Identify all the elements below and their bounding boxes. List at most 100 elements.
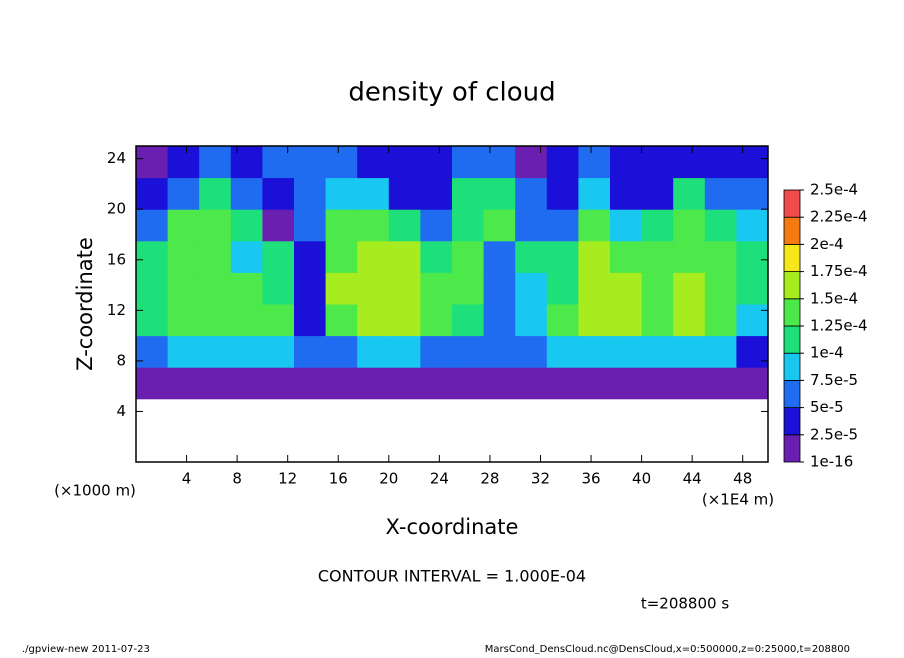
heat-cell [704, 240, 737, 273]
heat-cell [294, 272, 327, 305]
heat-cell [262, 367, 295, 400]
heat-cell [452, 335, 485, 368]
heat-cell [262, 240, 295, 273]
colorbar-label: 2.25e-4 [810, 208, 868, 226]
heat-cell [704, 430, 737, 463]
heat-cell [515, 367, 548, 400]
heat-cell [704, 304, 737, 337]
x-unit: (×1E4 m) [702, 491, 774, 509]
heat-cell [641, 272, 674, 305]
heat-cell [483, 367, 516, 400]
heat-cell [704, 398, 737, 431]
x-tick-label: 8 [232, 470, 242, 488]
heat-cell [736, 146, 769, 179]
heat-cell [578, 146, 611, 179]
heat-cell [230, 177, 263, 210]
heat-cell [515, 146, 548, 179]
heat-cell [167, 398, 200, 431]
heat-cell [388, 177, 421, 210]
heat-cell [641, 304, 674, 337]
heat-cell [515, 335, 548, 368]
heat-cell [199, 177, 232, 210]
y-tick-label: 8 [116, 351, 126, 369]
heat-cell [673, 146, 706, 179]
colorbar-label: 1.5e-4 [810, 289, 858, 307]
heat-cell [199, 367, 232, 400]
heat-cell [262, 335, 295, 368]
colorbar-label: 1e-16 [810, 453, 853, 471]
heat-cell [546, 177, 579, 210]
y-tick-label: 16 [107, 250, 126, 268]
heat-cell [736, 304, 769, 337]
y-tick-label: 24 [107, 149, 126, 167]
heat-cell [136, 335, 169, 368]
y-tick-label: 12 [107, 301, 126, 319]
heat-cell [262, 398, 295, 431]
x-tick-label: 28 [480, 470, 499, 488]
heat-cell [736, 398, 769, 431]
heat-cell [578, 367, 611, 400]
heat-cell [736, 430, 769, 463]
heat-cell [420, 367, 453, 400]
heat-cell [420, 177, 453, 210]
heat-cell [294, 398, 327, 431]
time-note: t=208800 s [641, 595, 729, 613]
heat-cell [262, 304, 295, 337]
heat-cell [167, 430, 200, 463]
heat-cell [641, 209, 674, 242]
heat-cell [452, 304, 485, 337]
colorbar-box [783, 189, 801, 218]
heat-cell [483, 335, 516, 368]
heat-cell [136, 272, 169, 305]
heat-cell [515, 209, 548, 242]
heat-cell [294, 177, 327, 210]
heat-cell [388, 146, 421, 179]
heat-cell [578, 272, 611, 305]
heat-cell [452, 398, 485, 431]
x-tick-label: 4 [182, 470, 192, 488]
heat-cell [167, 146, 200, 179]
colorbar-label: 1.25e-4 [810, 317, 868, 335]
heat-cell [167, 240, 200, 273]
x-tick-label: 40 [632, 470, 651, 488]
heat-cell [641, 430, 674, 463]
heat-cell [515, 304, 548, 337]
colorbar-label: 1e-4 [810, 344, 844, 362]
heat-cell [546, 209, 579, 242]
heat-cell [199, 430, 232, 463]
x-tick-label: 44 [683, 470, 702, 488]
heat-cell [136, 430, 169, 463]
heat-cell [420, 146, 453, 179]
heat-cell [546, 335, 579, 368]
heat-cell [294, 146, 327, 179]
heat-cell [704, 177, 737, 210]
heat-cell [704, 367, 737, 400]
x-tick-label: 36 [581, 470, 600, 488]
x-axis-label: X-coordinate [386, 515, 519, 539]
heat-cell [515, 430, 548, 463]
heat-cell [167, 272, 200, 305]
heat-cell [736, 177, 769, 210]
chart-title: density of cloud [348, 78, 555, 108]
heat-cell [230, 146, 263, 179]
heat-cell [515, 272, 548, 305]
heat-cell [578, 177, 611, 210]
heat-cell [452, 272, 485, 305]
heat-cell [357, 272, 390, 305]
colorbar-label: 5e-5 [810, 398, 844, 416]
heat-cell [294, 430, 327, 463]
colorbar-box [783, 298, 801, 327]
heat-cell [230, 335, 263, 368]
heat-cell [420, 272, 453, 305]
heat-cell [420, 430, 453, 463]
heat-cell [578, 430, 611, 463]
heat-cell [199, 335, 232, 368]
heat-cell [610, 335, 643, 368]
heat-cell [546, 304, 579, 337]
heat-cell [673, 398, 706, 431]
heat-cell [230, 398, 263, 431]
heat-cell [136, 304, 169, 337]
colorbar-box [783, 243, 801, 272]
heat-cell [736, 367, 769, 400]
heat-cell [578, 209, 611, 242]
